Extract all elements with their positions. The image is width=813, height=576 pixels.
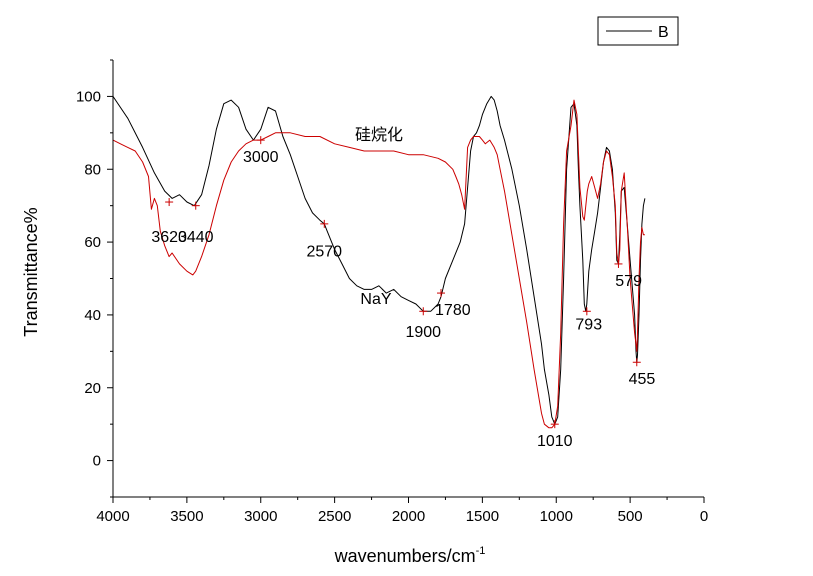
x-tick-label: 4000 <box>96 508 129 525</box>
peak-marker <box>191 201 200 210</box>
series-group <box>112 95 646 429</box>
y-tick-label: 100 <box>76 88 101 105</box>
y-tick-label: 80 <box>84 161 101 178</box>
y-tick-label: 40 <box>84 307 101 324</box>
peak-markers <box>165 136 641 429</box>
legend-label-b: B <box>658 24 669 41</box>
peak-label: 3000 <box>243 149 279 166</box>
x-tick-label: 1000 <box>540 508 573 525</box>
y-tick-label: 60 <box>84 234 101 251</box>
peak-label: 793 <box>575 316 602 333</box>
peak-label: NaY <box>360 291 391 308</box>
peak-marker <box>582 307 591 316</box>
peak-marker <box>320 219 329 228</box>
y-axis-title: Transmittance% <box>21 207 41 336</box>
y-tick-label: 0 <box>93 453 101 470</box>
peak-label: 1780 <box>435 302 471 319</box>
series-line-nay <box>112 95 646 425</box>
x-tick-label: 1500 <box>466 508 499 525</box>
series-line-silanized <box>112 99 645 429</box>
x-tick-label: 2000 <box>392 508 425 525</box>
x-axis-title: wavenumbers/cm-1 <box>334 545 486 566</box>
peak-label: 455 <box>629 371 656 388</box>
x-tick-label: 500 <box>618 508 643 525</box>
peak-label: 1010 <box>537 433 573 450</box>
peak-label: 2570 <box>306 244 342 261</box>
peak-marker <box>632 358 641 367</box>
peak-marker <box>614 259 623 268</box>
legend: B <box>597 16 679 46</box>
x-axis-title-text: wavenumbers/cm <box>334 546 476 566</box>
peak-label: 579 <box>615 273 642 290</box>
peak-marker <box>437 289 446 298</box>
x-axis-title-superscript: -1 <box>476 545 486 557</box>
axes: 4000 3500 3000 2500 2000 1500 1000 500 0 0 20 40 60 8… <box>76 59 708 525</box>
x-tick-label: 3500 <box>170 508 203 525</box>
peak-marker <box>256 136 265 145</box>
peak-marker <box>550 420 559 429</box>
peak-label: 硅烷化 <box>355 126 403 144</box>
x-tick-label: 3000 <box>244 508 277 525</box>
peak-label: 3440 <box>178 229 214 246</box>
y-tick-label: 20 <box>84 380 101 397</box>
peak-marker <box>165 198 174 207</box>
peak-label: 3620 <box>151 229 187 246</box>
x-tick-label: 2500 <box>318 508 351 525</box>
peak-label: 1900 <box>405 324 441 341</box>
x-tick-label: 0 <box>700 508 708 525</box>
peak-marker <box>419 307 428 316</box>
